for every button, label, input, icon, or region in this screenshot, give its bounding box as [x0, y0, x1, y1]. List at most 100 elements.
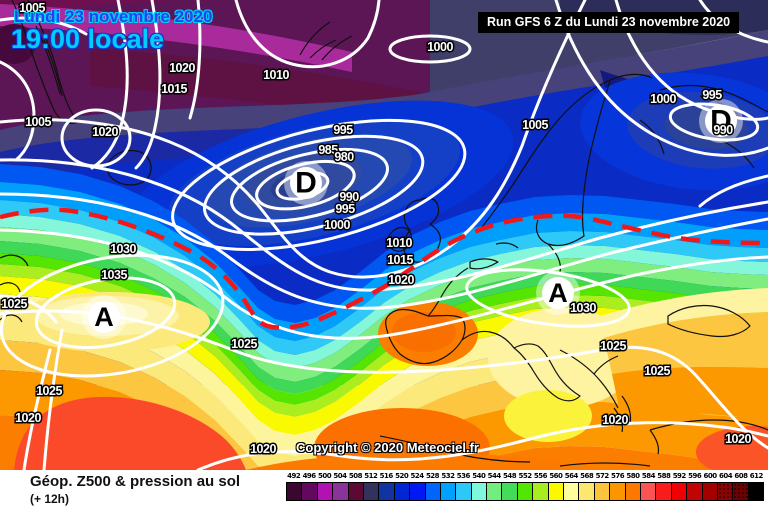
pressure-label: 985: [318, 143, 338, 157]
pressure-label: 1000: [427, 40, 453, 54]
scale-cell: [564, 483, 580, 500]
warm-overlays: [10, 288, 768, 470]
scale-cell: [656, 483, 672, 500]
scale-value-label: 532: [441, 472, 455, 480]
front-dashed-line: [0, 207, 768, 330]
pressure-label: 1025: [231, 337, 257, 351]
center-glow: [542, 277, 574, 309]
color-scale: 492 496 500 504 508 512 516 520 524 528 532 536 540 5…: [286, 472, 764, 501]
pressure-label: 995: [333, 123, 353, 137]
scale-value-label: 524: [410, 472, 425, 480]
scale-cell: [410, 483, 426, 500]
scale-cell: [348, 483, 364, 500]
pressure-label: 990: [713, 123, 733, 137]
scale-cell: [517, 483, 534, 500]
scale-value-label: 552: [518, 472, 532, 480]
scale-cell: [379, 483, 395, 500]
scale-cell: [594, 483, 611, 500]
scale-cell: [548, 483, 565, 500]
date-text: Lundi 23 novembre 2020: [14, 7, 213, 26]
scale-value-label: 592: [672, 472, 687, 480]
pressure-label: 1020: [169, 61, 195, 75]
scale-cell: [440, 483, 457, 500]
pressure-label: 1020: [602, 413, 628, 427]
scale-value-label: 588: [657, 472, 671, 480]
pressure-label: 1020: [92, 125, 118, 139]
band-fill: [0, 164, 768, 323]
footer-bar: Géop. Z500 & pression au sol (+ 12h) 492…: [0, 470, 768, 512]
pressure-label: 1000: [650, 92, 676, 106]
scale-cell: [302, 483, 318, 500]
pressure-label: 1020: [725, 432, 751, 446]
low-center-label: D: [295, 167, 317, 200]
scale-cell: [456, 483, 472, 500]
pressure-label: 1020: [388, 273, 414, 287]
pressure-label: 1030: [570, 301, 596, 315]
pressure-label: 1005: [522, 118, 548, 132]
scale-value-label: 536: [456, 472, 471, 480]
scale-value-label: 544: [487, 472, 502, 480]
forecast-offset-label: (+ 12h): [30, 492, 70, 506]
scale-value-label: 584: [641, 472, 656, 480]
scale-value-label: 516: [379, 472, 394, 480]
center-glow: [290, 167, 322, 199]
high-center-label: A: [548, 278, 568, 308]
scale-cell: [717, 483, 734, 500]
time-text: 19:00 locale: [11, 24, 165, 54]
scale-value-label: 560: [549, 472, 563, 480]
scale-value-label: 600: [703, 472, 718, 480]
scale-value-label: 596: [688, 472, 702, 480]
pressure-label: 995: [702, 88, 722, 102]
scale-value-label: 512: [364, 472, 378, 480]
pressure-label: 980: [334, 150, 354, 164]
pressure-label: 1020: [15, 411, 41, 425]
scale-value-label: 500: [317, 472, 332, 480]
scale-value-label: 492: [287, 472, 301, 480]
band-fill: [0, 227, 768, 382]
scale-value-label: 564: [564, 472, 579, 480]
scale-cell: [425, 483, 441, 500]
scale-cell: [687, 483, 703, 500]
pressure-label: 995: [335, 202, 355, 216]
pressure-label: 1020: [250, 442, 276, 456]
scale-value-label: 520: [395, 472, 409, 480]
pressure-label: 1010: [263, 68, 289, 82]
band-fill: [0, 264, 768, 417]
pressure-label: 1025: [36, 384, 62, 398]
isobars: [0, 60, 768, 378]
scale-value-label: 568: [580, 472, 594, 480]
scale-cell: [533, 483, 549, 500]
scale-value-label: 604: [718, 472, 733, 480]
band-fill: [0, 182, 768, 341]
pressure-label: 1015: [161, 82, 187, 96]
scale-value-label: 608: [734, 472, 748, 480]
scale-cells-row: [286, 482, 764, 501]
scale-value-label: 612: [749, 472, 764, 480]
scale-cell: [671, 483, 688, 500]
scale-cell: [702, 483, 718, 500]
low-center-label: D: [710, 105, 732, 138]
pressure-label: 990: [339, 190, 359, 204]
color-field: [0, 0, 768, 385]
scale-value-label: 508: [348, 472, 363, 480]
band-fill: [0, 415, 768, 470]
scale-cell: [287, 483, 303, 500]
scale-cell: [502, 483, 518, 500]
pressure-label: 1025: [644, 364, 670, 378]
scale-value-label: 580: [626, 472, 640, 480]
pressure-label: 1000: [324, 218, 350, 232]
scale-cell: [333, 483, 349, 500]
scale-value-label: 540: [472, 472, 486, 480]
pressure-label: 1025: [1, 297, 27, 311]
scale-cell: [363, 483, 380, 500]
scale-value-label: 548: [503, 472, 517, 480]
product-label: Géop. Z500 & pression au sol: [30, 473, 241, 490]
scale-cell: [579, 483, 595, 500]
pressure-label: 1030: [110, 242, 136, 256]
high-center-label: A: [94, 302, 114, 332]
copyright-text: Copyright © 2020 Meteociel.fr: [296, 440, 479, 455]
scale-labels-row: 492 496 500 504 508 512 516 520 524 528 532 536 540 5…: [286, 472, 764, 482]
